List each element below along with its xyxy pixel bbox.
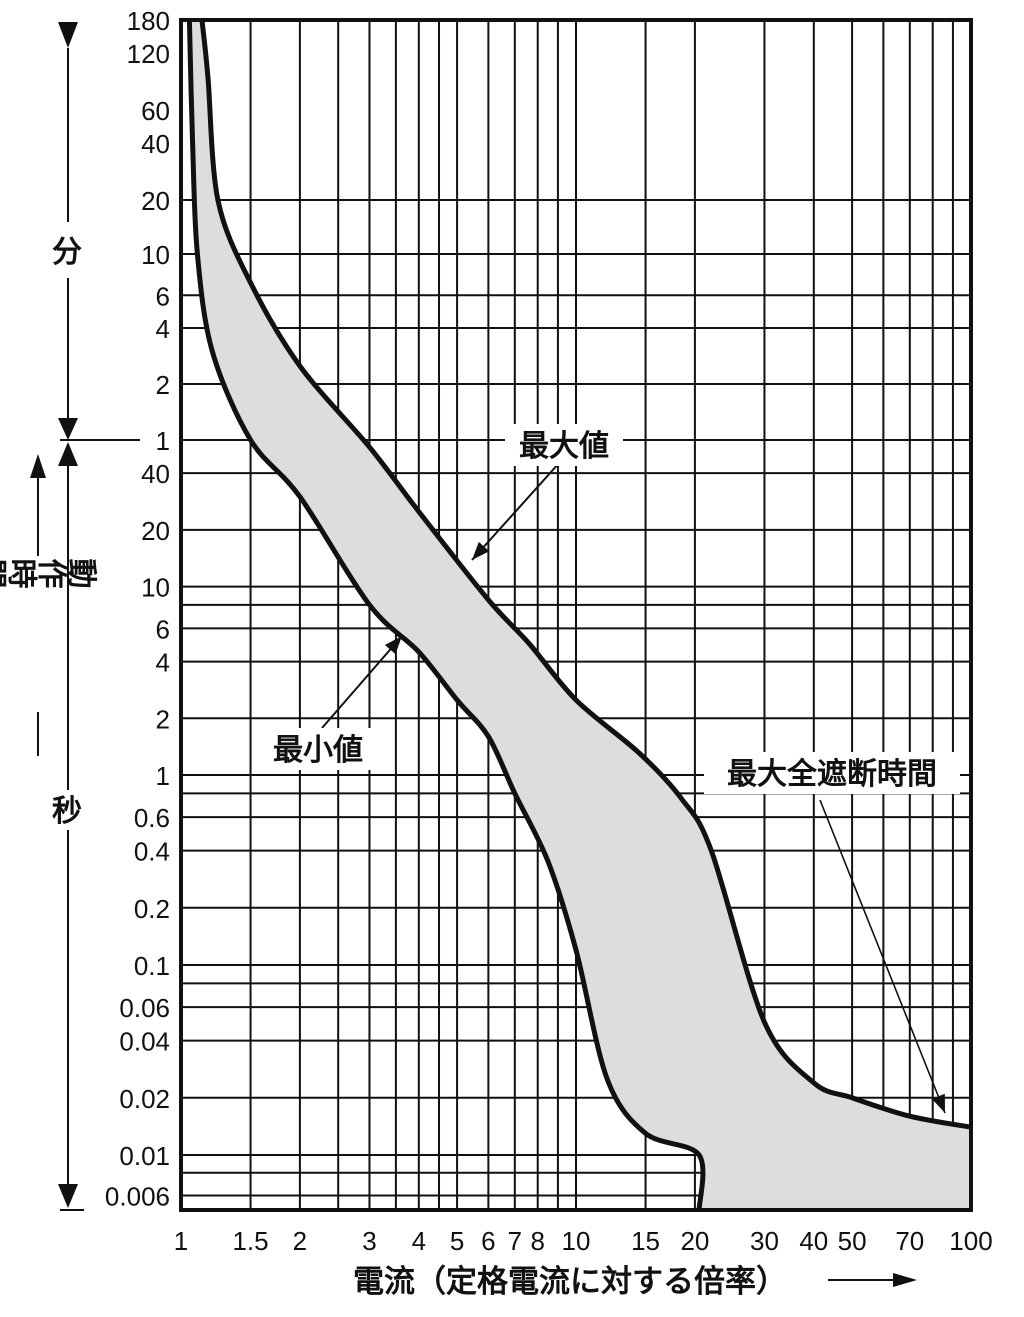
y-tick-label: 2 [156, 704, 170, 734]
y-tick-label: 180 [127, 6, 170, 36]
x-tick-labels: 1 1.5 2 3 4 5 6 7 8 10 15 20 30 40 50 70 100 [174, 1226, 993, 1256]
y-tick-label: 0.04 [119, 1027, 170, 1057]
y-tick-label: 4 [156, 314, 170, 344]
operating-band-area [189, 20, 971, 1210]
y-tick-label: 0.2 [134, 894, 170, 924]
annotation-label: 最大値 [519, 429, 609, 464]
y-tick-label: 1 [156, 761, 170, 791]
y-tick-labels: 18012060402010642140201064210.60.40.20.1… [105, 6, 170, 1212]
y-tick-label: 20 [141, 186, 170, 216]
x-tick-label: 5 [450, 1226, 464, 1256]
curves [186, 19, 972, 1211]
y-tick-label: 20 [141, 516, 170, 546]
minutes-axis-bracket [58, 22, 140, 441]
y-tick-label: 0.4 [134, 837, 170, 867]
x-tick-label: 3 [362, 1226, 376, 1256]
x-axis-arrow [828, 1273, 917, 1287]
x-tick-label: 7 [508, 1226, 522, 1256]
series-line-max [199, 19, 972, 1130]
annotation-label: 最大全遮断時間 [727, 757, 937, 792]
minutes-unit-label: 分 [52, 235, 82, 270]
x-tick-label: 1 [174, 1226, 188, 1256]
y-tick-label: 40 [141, 129, 170, 159]
y-tick-label: 6 [156, 281, 170, 311]
y-tick-label: 0.6 [134, 803, 170, 833]
y-tick-label: 0.1 [134, 951, 170, 981]
y-tick-label: 60 [141, 96, 170, 126]
y-tick-label: 0.006 [105, 1182, 170, 1212]
x-tick-label: 1.5 [232, 1226, 268, 1256]
x-tick-label: 8 [530, 1226, 544, 1256]
series-line-min [186, 19, 706, 1211]
x-tick-label: 15 [631, 1226, 660, 1256]
grid [181, 20, 971, 1210]
x-tick-label: 40 [799, 1226, 828, 1256]
y-tick-label: 2 [156, 370, 170, 400]
x-tick-label: 50 [838, 1226, 867, 1256]
y-tick-label: 40 [141, 459, 170, 489]
y-tick-label: 0.02 [119, 1084, 170, 1114]
y-tick-label: 4 [156, 648, 170, 678]
y-tick-label: 0.01 [119, 1141, 170, 1171]
x-tick-label: 4 [412, 1226, 426, 1256]
y-tick-label: 120 [127, 39, 170, 69]
x-tick-label: 30 [750, 1226, 779, 1256]
x-tick-label: 100 [949, 1226, 992, 1256]
y-axis-label: 動作時間 [0, 553, 98, 589]
y-tick-label: 6 [156, 614, 170, 644]
x-tick-label: 10 [562, 1226, 591, 1256]
x-tick-label: 70 [895, 1226, 924, 1256]
x-axis-label: 電流（定格電流に対する倍率） [353, 1264, 787, 1300]
plot-frame [179, 18, 973, 1212]
seconds-unit-label: 秒 [52, 794, 82, 829]
y-tick-label: 1 [156, 426, 170, 456]
seconds-axis-bracket [58, 442, 84, 1211]
y-axis-label-group: 動作時間 [0, 454, 98, 756]
x-tick-label: 6 [481, 1226, 495, 1256]
x-tick-label: 2 [293, 1226, 307, 1256]
y-tick-label: 0.06 [119, 993, 170, 1023]
y-tick-label: 10 [141, 573, 170, 603]
annotation-label: 最小値 [273, 733, 363, 768]
x-tick-label: 20 [680, 1226, 709, 1256]
y-tick-label: 10 [141, 240, 170, 270]
